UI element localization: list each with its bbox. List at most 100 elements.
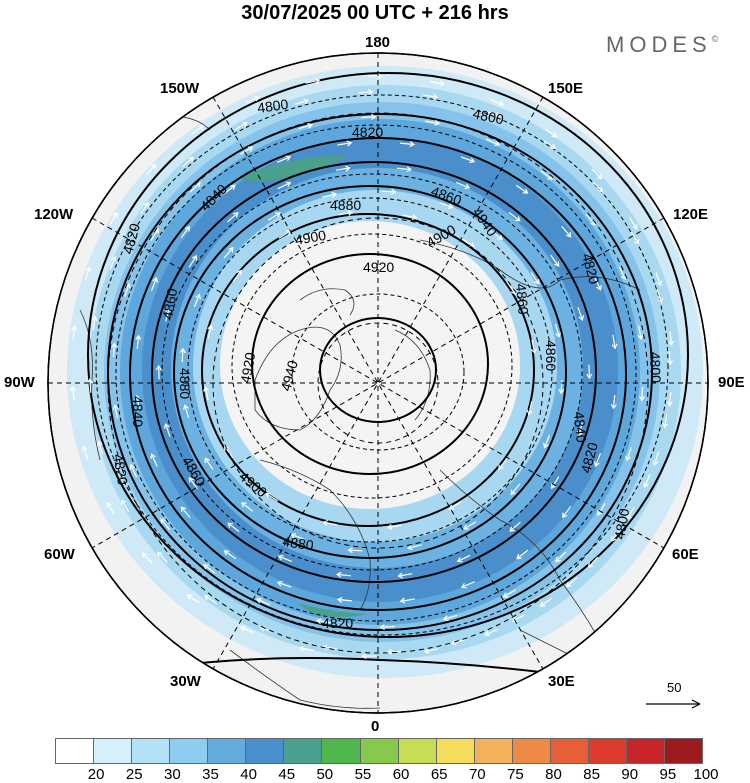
legend-swatch <box>665 739 704 763</box>
wind-arrow <box>227 212 239 223</box>
wind-arrow <box>203 385 210 401</box>
brand-name: MODES <box>606 32 712 57</box>
wind-arrow <box>381 188 397 195</box>
wind-arrow <box>448 501 462 510</box>
brand-copyright: © <box>711 34 719 44</box>
legend-swatch <box>246 739 285 763</box>
wind-arrow <box>485 110 501 118</box>
wind-arrow <box>336 596 353 603</box>
wind-arrow <box>335 165 351 172</box>
wind-arrow <box>96 440 104 455</box>
legend-label: 40 <box>240 766 257 783</box>
legend-swatch <box>322 739 361 763</box>
wind-arrow <box>84 266 92 281</box>
wind-arrow <box>71 325 78 340</box>
wind-arrow <box>638 386 645 402</box>
wind-arrow <box>322 519 338 526</box>
label-4800: 4800 <box>611 507 632 541</box>
lon-label-60w: 60W <box>44 546 75 563</box>
wind-arrow <box>450 639 466 646</box>
contour-labels: 4800 4800 4820 4840 4860 4880 4900 4900 … <box>110 96 664 631</box>
wind-arrow <box>643 474 651 489</box>
wind-arrow <box>165 307 172 322</box>
wind-arrow <box>637 325 644 340</box>
legend-swatch <box>94 739 133 763</box>
wind-arrow <box>456 554 471 563</box>
wind-arrow <box>109 211 118 225</box>
wind-arrow <box>188 254 197 268</box>
wind-arrow <box>423 93 439 100</box>
wind-arrow <box>509 521 521 532</box>
label-4880: 4880 <box>177 368 193 399</box>
wind-arrow <box>407 544 422 551</box>
wind-arrow <box>204 595 217 604</box>
label-4860: 4860 <box>513 283 532 316</box>
wind-arrow <box>157 551 168 563</box>
wind-arrow <box>223 184 236 195</box>
wind-arrow <box>298 645 314 652</box>
color-legend-labels: 20 25 30 35 40 45 50 55 60 65 70 75 80 85 90 95 100 <box>55 766 719 783</box>
wind-arrow <box>204 457 214 470</box>
wind-arrow <box>460 156 476 164</box>
legend-label: 65 <box>430 766 448 783</box>
wind-arrow <box>626 507 635 521</box>
wind-arrow <box>543 434 551 449</box>
wind-arrow <box>396 166 413 173</box>
calm-core <box>220 221 520 509</box>
wind-arrow <box>498 457 508 471</box>
wind-arrow <box>180 506 191 518</box>
wind-arrow <box>180 225 190 239</box>
legend-label: 50 <box>316 766 334 783</box>
wind-arrow <box>655 272 663 287</box>
wind-arrow <box>155 364 162 380</box>
wind-arrow <box>186 594 200 604</box>
wind-arrow <box>402 214 418 221</box>
legend-swatch <box>512 739 551 763</box>
legend-swatch <box>170 739 209 763</box>
wind-arrow <box>361 113 377 120</box>
wind-arrow <box>539 597 553 607</box>
lon-label-150w: 150W <box>160 80 200 97</box>
wind-arrow <box>69 385 76 401</box>
wind-arrow <box>207 324 214 339</box>
wind-arrow <box>91 315 98 331</box>
wind-arrow <box>140 202 149 215</box>
legend-swatch <box>360 739 399 763</box>
wind-arrow <box>662 413 669 429</box>
wind-arrow <box>561 226 572 238</box>
label-4940: 4940 <box>277 358 301 392</box>
legend-label: 60 <box>392 766 410 783</box>
wind-arrow <box>163 423 171 437</box>
legend-label: 80 <box>545 766 562 783</box>
contour-4900-ring <box>201 213 535 527</box>
wind-arrow <box>87 378 94 393</box>
wind-arrows <box>69 72 675 660</box>
coastlines <box>79 116 681 709</box>
wind-arrow <box>234 121 249 131</box>
graticule <box>48 53 708 713</box>
wind-arrow <box>510 483 521 496</box>
wind-arrow <box>594 453 602 468</box>
chart-title: 30/07/2025 00 UTC + 216 hrs <box>241 2 509 24</box>
contour-4800-ring <box>87 72 689 638</box>
wind-arrow <box>322 191 337 198</box>
wind-arrow <box>135 334 142 350</box>
wind-arrow <box>232 269 242 283</box>
wind-arrow <box>629 217 638 231</box>
wind-arrow <box>361 653 377 660</box>
wind-arrow <box>239 625 255 634</box>
wind-arrow <box>489 98 505 107</box>
legend-label: 45 <box>278 766 296 783</box>
label-4840: 4840 <box>571 411 590 444</box>
legend-label: 30 <box>164 766 181 783</box>
wind-arrow <box>386 523 402 530</box>
wind-arrow <box>150 453 158 467</box>
wind-arrow <box>276 580 292 588</box>
legend-swatch <box>284 739 323 763</box>
legend-label: 75 <box>507 766 524 783</box>
wind-arrow <box>267 212 281 221</box>
wind-arrow <box>129 463 138 478</box>
wind-arrow <box>399 141 416 148</box>
reference-arrow-value: 50 <box>667 680 682 695</box>
